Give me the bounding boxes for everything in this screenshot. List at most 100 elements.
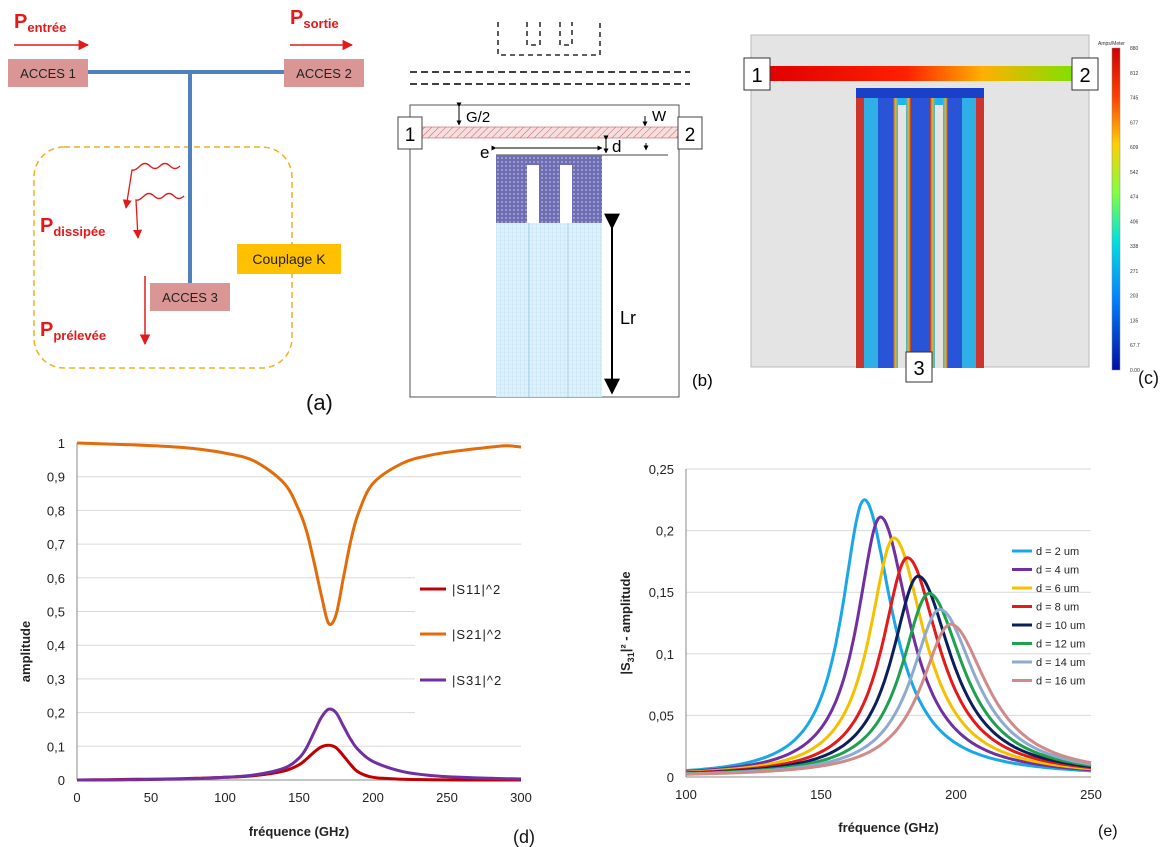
d-label: d (612, 137, 621, 156)
transmission-line (419, 126, 680, 139)
port3-box (905, 351, 933, 383)
y-tick-label: 0,05 (649, 708, 674, 723)
panel-a-letter: (a) (306, 390, 333, 415)
y-tick-label: 0,2 (47, 706, 65, 721)
port3-box (150, 283, 230, 311)
y-axis-title: |S31|² - amplitude (618, 571, 636, 674)
legend-label: d = 14 um (1036, 657, 1085, 669)
port1-label: ACCES 1 (20, 66, 76, 81)
colorbar-tick-label: 271 (1130, 269, 1139, 275)
y-tick-label: 0,5 (47, 605, 65, 620)
colorbar-tick-label: 745 (1130, 96, 1139, 102)
series-line-1 (685, 498, 1092, 773)
y-tick-label: 1 (58, 436, 65, 451)
top-resonator-outline (497, 22, 601, 56)
legend-label: |S31|^2 (452, 673, 502, 688)
x-tick-label: 250 (436, 790, 458, 805)
port1-box (743, 57, 771, 91)
port2-label: 2 (685, 125, 696, 146)
e-label: e (480, 143, 489, 162)
series-line-2 (76, 441, 522, 626)
resonator-right-edge (976, 98, 984, 368)
dissipation-wave-1 (122, 162, 181, 209)
colorbar (1111, 47, 1121, 371)
legend-label: d = 2 um (1036, 546, 1079, 558)
g2-label: G/2 (466, 109, 490, 126)
x-tick-label: 200 (945, 787, 967, 802)
port2-box (677, 116, 703, 150)
p-entree-label: Pentrée (14, 11, 66, 35)
port3-label: 3 (913, 358, 924, 380)
x-tick-label: 150 (810, 787, 832, 802)
coupling-label: Couplage K (252, 251, 326, 267)
coupling-box (237, 244, 341, 274)
dissipation-wave-2 (133, 192, 185, 239)
top-resonator-fingers (526, 22, 573, 46)
port1-box (8, 59, 88, 87)
port2-box (1071, 57, 1099, 91)
y-tick-label: 0,1 (47, 739, 65, 754)
panel-c: 1 2 3 Amps/Meter 880 812 745 677 609 542 474 40… (743, 34, 1159, 388)
port2-box (284, 59, 364, 87)
finger-gap-left (898, 105, 906, 368)
y-tick-label: 0,2 (656, 524, 674, 539)
resonator-left-edge (856, 98, 864, 368)
legend-background (415, 555, 527, 720)
y-axis-title: amplitude (18, 621, 33, 682)
legend-label: d = 16 um (1036, 676, 1085, 688)
colorbar-tick-label: 542 (1130, 170, 1139, 176)
p-sortie-label: Psortie (290, 7, 339, 31)
colorbar-tick-label: 677 (1130, 120, 1139, 126)
legend-label: |S11|^2 (452, 582, 501, 597)
x-axis-title: fréquence (GHz) (838, 820, 938, 835)
colorbar-tick-label: 135 (1130, 318, 1139, 324)
resonator-body (496, 223, 602, 397)
p-prelevee-label: Pprélevée (40, 319, 106, 343)
p-dissipee-label: Pdissipée (40, 215, 105, 239)
legend-label: |S21|^2 (452, 627, 502, 642)
panel-e-letter: (e) (1098, 823, 1118, 840)
port3-label: ACCES 3 (162, 290, 218, 305)
series-line-1 (76, 743, 521, 782)
panel-c-letter: (c) (1138, 368, 1159, 388)
x-tick-label: 50 (144, 790, 158, 805)
x-axis-title: fréquence (GHz) (249, 824, 349, 839)
y-tick-label: 0 (58, 773, 65, 788)
x-tick-label: 250 (1080, 787, 1102, 802)
colorbar-tick-label: 880 (1130, 46, 1139, 52)
legend-label: d = 4 um (1036, 565, 1079, 577)
colorbar-tick-label: 0.00 (1130, 368, 1140, 374)
colorbar-tick-label: 203 (1130, 294, 1139, 300)
legend-label: d = 6 um (1036, 583, 1079, 595)
panel-d-letter: (d) (513, 827, 535, 847)
series-line-3 (685, 536, 1092, 774)
resonator-right-glow (962, 98, 976, 368)
colorbar-ticks: 880 812 745 677 609 542 474 406 338 271 203 135 67.7… (1130, 46, 1140, 374)
colorbar-tick-label: 609 (1130, 145, 1139, 151)
port1-label: 1 (751, 65, 762, 87)
y-tick-label: 0,8 (47, 503, 65, 518)
y-tick-label: 0,3 (47, 672, 65, 687)
chart-e: 0 0,05 0,1 0,15 0,2 0,25 100 150 200 250 fréquence… (618, 462, 1118, 840)
panel-b: 1 2 G/2 W d e Lr (b) (397, 22, 713, 398)
colorbar-tick-label: 67.7 (1130, 343, 1140, 349)
colorbar-tick-label: 812 (1130, 71, 1139, 77)
resonator-left-glow (864, 98, 878, 368)
y-tick-label: 0,7 (47, 537, 65, 552)
resonator-top-band (856, 88, 984, 98)
y-tick-label: 0,4 (47, 638, 65, 653)
x-tick-label: 100 (214, 790, 236, 805)
x-tick-label: 100 (675, 787, 697, 802)
colorbar-tick-label: 338 (1130, 244, 1139, 250)
x-tick-label: 300 (510, 790, 532, 805)
y-tick-label: 0,6 (47, 571, 65, 586)
port2-label: ACCES 2 (296, 66, 352, 81)
y-tick-label: 0,25 (649, 462, 674, 477)
panel-b-letter: (b) (692, 371, 713, 390)
legend-label: d = 8 um (1036, 602, 1079, 614)
x-tick-label: 150 (288, 790, 310, 805)
x-tick-label: 0 (73, 790, 80, 805)
y-tick-label: 0,15 (649, 585, 674, 600)
colorbar-tick-label: 474 (1130, 195, 1139, 201)
